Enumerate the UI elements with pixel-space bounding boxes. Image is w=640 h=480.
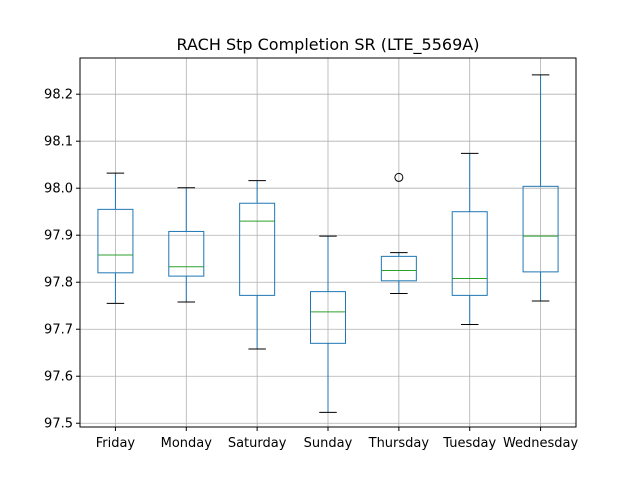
y-tick-label: 98.2 — [44, 88, 73, 103]
iqr-box — [97, 208, 134, 274]
outlier-point — [394, 172, 404, 182]
iqr-box — [168, 230, 205, 277]
y-tick-label: 97.9 — [44, 229, 73, 244]
box-tuesday — [451, 152, 488, 326]
x-tick-label: Saturday — [228, 436, 287, 451]
box-monday — [168, 187, 205, 303]
iqr-box — [239, 202, 276, 296]
boxes — [97, 74, 559, 413]
y-tick-label: 97.6 — [44, 370, 73, 385]
x-tick-label: Wednesday — [503, 436, 579, 451]
x-axis: Friday Monday Saturday Sunday Thursday Tuesda… — [96, 427, 579, 451]
box-wednesday — [522, 74, 559, 302]
y-tick-label: 97.7 — [44, 323, 73, 338]
y-axis: 97.5 97.6 97.7 97.8 97.9 98.0 98.1 98.2 — [44, 88, 80, 432]
y-tick-label: 97.5 — [44, 417, 73, 432]
box-friday — [97, 172, 134, 304]
x-tick-label: Tuesday — [442, 436, 496, 451]
x-tick-label: Friday — [96, 436, 136, 451]
x-tick-label: Thursday — [368, 436, 430, 451]
y-tick-label: 98.0 — [44, 182, 73, 197]
iqr-box — [522, 185, 559, 273]
iqr-box — [451, 211, 488, 296]
box-sunday — [310, 235, 346, 413]
y-tick-label: 97.8 — [44, 276, 73, 291]
grid-lines — [80, 58, 576, 427]
box-thursday — [380, 172, 417, 295]
iqr-box — [310, 291, 346, 344]
x-tick-label: Monday — [161, 436, 213, 451]
x-tick-label: Sunday — [304, 436, 353, 451]
chart-title: RACH Stp Completion SR (LTE_5569A) — [177, 35, 480, 55]
y-tick-label: 98.1 — [44, 135, 73, 150]
iqr-box — [380, 255, 417, 282]
box-saturday — [239, 180, 276, 350]
